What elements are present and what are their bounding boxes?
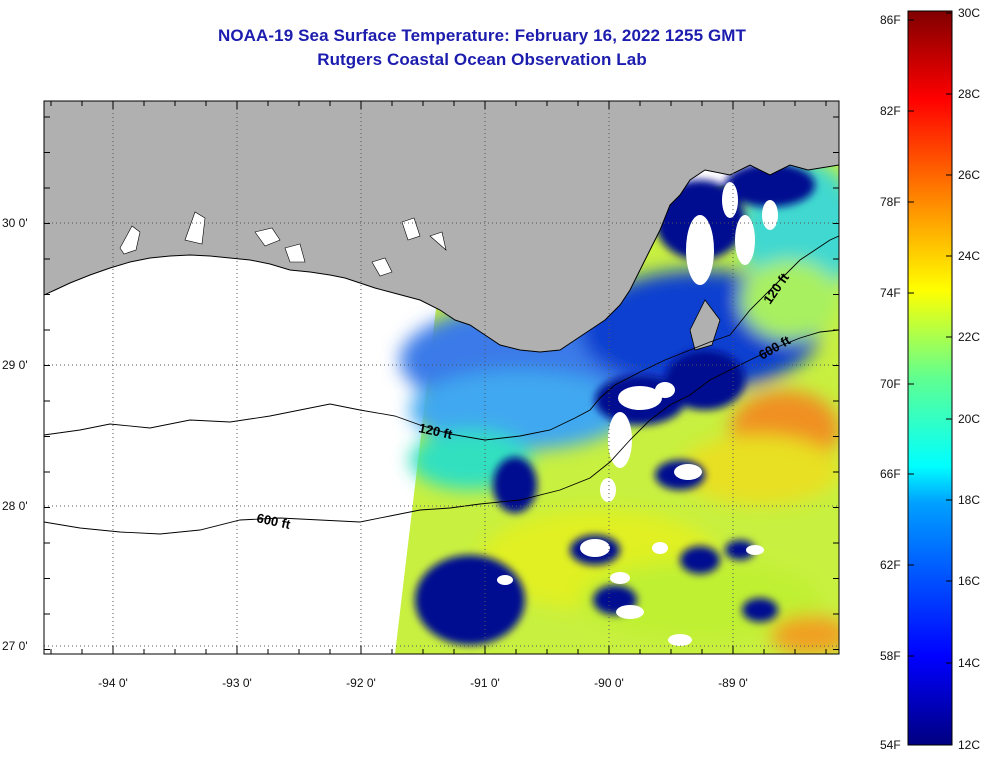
lon-label-89w: -89 0' [718, 676, 748, 690]
lon-label-94w: -94 0' [98, 676, 128, 690]
lat-label-30n: 30 0' [2, 216, 28, 230]
colorbar-label-54f: 54F [880, 738, 901, 752]
colorbar-label-28c: 28C [958, 87, 981, 101]
colorbar-label-14c: 14C [958, 656, 981, 670]
colorbar-label-16c: 16C [958, 574, 981, 588]
cloud-mask [497, 182, 778, 646]
colorbar-label-70f: 70F [880, 377, 901, 391]
colorbar-label-86f: 86F [880, 13, 901, 27]
lat-label-29n: 29 0' [2, 358, 28, 372]
colorbar-label-66f: 66F [880, 467, 901, 481]
map-subtitle: Rutgers Coastal Ocean Observation Lab [317, 50, 647, 69]
colorbar-label-20c: 20C [958, 412, 981, 426]
lat-label-28n: 28 0' [2, 499, 28, 513]
colorbar-label-78f: 78F [880, 195, 901, 209]
colorbar-scale [907, 10, 953, 746]
lat-label-27n: 27 0' [2, 639, 28, 653]
isobath-120ft-west [43, 334, 731, 441]
colorbar-label-26c: 26C [958, 168, 981, 182]
colorbar-label-82f: 82F [880, 104, 901, 118]
isobath-label-120ft-west: 120 ft [417, 420, 454, 442]
land-mass [44, 101, 839, 353]
isobath-label-600ft-west: 600 ft [255, 510, 292, 532]
colorbar-label-58f: 58F [880, 649, 901, 663]
colorbar-label-30c: 30C [958, 6, 981, 20]
tick-marks [44, 101, 839, 654]
lon-label-92w: -92 0' [346, 676, 376, 690]
lon-label-90w: -90 0' [594, 676, 624, 690]
colorbar-label-62f: 62F [880, 558, 901, 572]
colorbar-label-22c: 22C [958, 330, 981, 344]
isobath-120ft-east [729, 235, 840, 336]
colorbar-label-18c: 18C [958, 493, 981, 507]
colorbar-label-12c: 12C [958, 738, 981, 752]
colorbar-label-74f: 74F [880, 286, 901, 300]
map-title: NOAA-19 Sea Surface Temperature: Februar… [217, 26, 747, 45]
lon-label-91w: -91 0' [470, 676, 500, 690]
colorbar-label-24c: 24C [958, 249, 981, 263]
graticule [44, 101, 839, 654]
map-frame [43, 100, 840, 655]
lon-label-93w: -93 0' [222, 676, 252, 690]
